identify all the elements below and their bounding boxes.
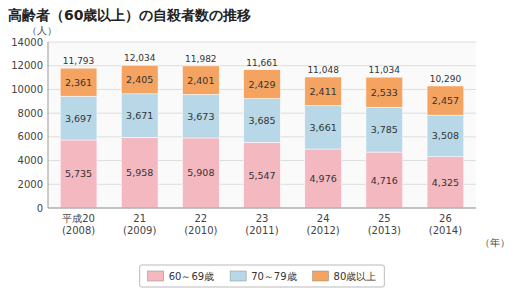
data-label: 5,908	[187, 167, 214, 178]
x-tick-label: 21(2009)	[123, 213, 156, 236]
bar-segment	[121, 94, 158, 138]
bar-segment	[366, 77, 403, 107]
data-label: 3,508	[432, 130, 459, 141]
bars	[60, 65, 464, 208]
data-label: 2,401	[187, 75, 214, 86]
bar-segment	[183, 138, 220, 208]
data-label: 2,429	[248, 79, 275, 90]
data-label: 3,673	[187, 111, 214, 122]
data-label: 3,785	[371, 124, 398, 135]
legend-swatch	[148, 271, 164, 281]
bar-segment	[60, 68, 97, 96]
total-label: 11,661	[246, 58, 278, 68]
data-label: 2,457	[432, 95, 459, 106]
data-label: 4,325	[432, 177, 459, 188]
data-label: 5,735	[65, 168, 92, 179]
total-label: 11,048	[307, 65, 339, 75]
y-tick-label: 2000	[18, 179, 43, 190]
bar-segment	[121, 137, 158, 208]
data-label: 3,697	[65, 113, 92, 124]
x-tick-label: 24(2012)	[307, 213, 340, 236]
x-tick-label: 22(2010)	[184, 213, 217, 236]
bar-segment	[427, 86, 464, 115]
bar-segment	[366, 107, 403, 152]
grid-line	[48, 208, 476, 209]
bar-segment	[427, 115, 464, 157]
y-tick-label: 12000	[11, 60, 43, 71]
legend: 60～69歳 70～79歳 80歳以上	[140, 265, 385, 287]
legend-label: 70～79歳	[251, 271, 296, 282]
x-tick-label: 26(2014)	[429, 213, 462, 236]
y-tick-label: 14000	[11, 37, 43, 48]
y-tick-label: 8000	[18, 108, 43, 119]
bar-segment	[244, 70, 281, 99]
legend-swatch	[313, 271, 329, 281]
data-label: 3,685	[248, 115, 275, 126]
bar-segment	[305, 77, 342, 106]
total-label: 11,793	[63, 56, 95, 66]
y-label: （人）	[27, 25, 57, 36]
total-label: 11,982	[185, 54, 217, 64]
total-label: 11,034	[369, 65, 401, 75]
data-label: 5,958	[126, 167, 153, 178]
bar-segment	[183, 66, 220, 94]
total-label: 12,034	[124, 53, 156, 63]
x-axis	[48, 208, 476, 209]
bar-segment	[121, 65, 158, 94]
bar-segment	[366, 152, 403, 208]
bar-segment	[427, 157, 464, 208]
grid-line	[48, 42, 476, 43]
bar-segment	[305, 106, 342, 149]
y-tick-label: 4000	[18, 155, 43, 166]
data-label: 2,411	[310, 86, 337, 97]
data-label: 2,361	[65, 77, 92, 88]
plot-area	[48, 42, 476, 208]
x-label: （年）	[480, 237, 510, 248]
data-label: 2,405	[126, 74, 153, 85]
legend-swatch	[230, 271, 246, 281]
bar-segment	[60, 140, 97, 208]
data-label: 5,547	[248, 170, 275, 181]
y-tick-label: 6000	[18, 131, 43, 142]
legend-frame	[140, 265, 385, 287]
data-label: 4,716	[371, 175, 398, 186]
x-tick-label: 25(2013)	[368, 213, 401, 236]
bar-segment	[60, 96, 97, 140]
labels: 5,735 3,697 2,361 11,793 5,958 3,671 2,405 12,0…	[63, 53, 462, 188]
x-tick-label: 23(2011)	[245, 213, 278, 236]
total-label: 10,290	[430, 74, 462, 84]
bar-segment	[183, 94, 220, 138]
bar-segment	[305, 149, 342, 208]
legend-label: 80歳以上	[334, 271, 377, 282]
title: 高齢者（60歳以上）の自殺者数の推移	[8, 7, 251, 23]
bar-segment	[244, 142, 281, 208]
chart: 高齢者（60歳以上）の自殺者数の推移 （人） 0 2000 4000 6000 8000 10…	[0, 0, 522, 304]
data-label: 3,661	[310, 122, 337, 133]
data-label: 4,976	[310, 173, 337, 184]
data-label: 3,671	[126, 110, 153, 121]
data-label: 2,533	[371, 87, 398, 98]
y-tick-label: 10000	[11, 84, 43, 95]
bar-segment	[244, 99, 281, 143]
y-axis	[48, 42, 49, 208]
x-tick-label: 平成20(2008)	[62, 213, 95, 236]
y-tick-label: 0	[37, 203, 43, 214]
legend-label: 60～69歳	[169, 271, 214, 282]
